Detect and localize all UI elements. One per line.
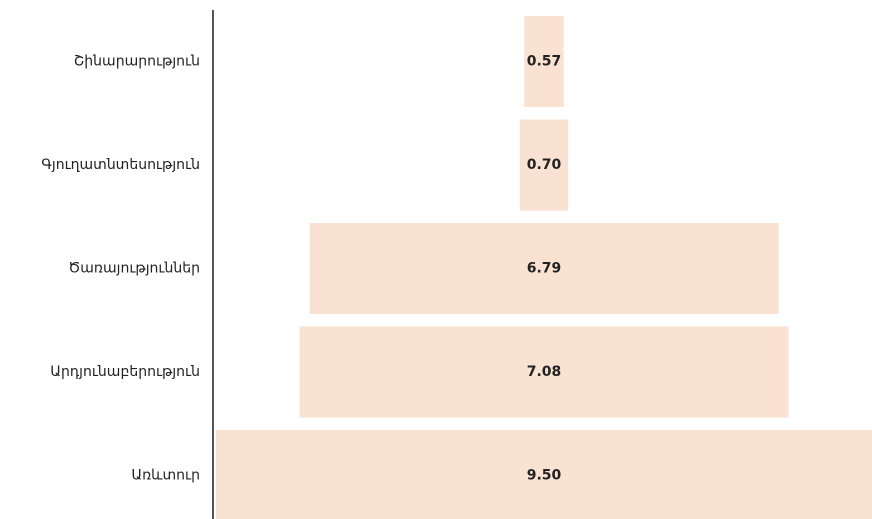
funnel-bar: [309, 223, 779, 314]
category-label: Ծառայություններ: [68, 261, 200, 277]
category-label: Գյուղատնտեսություն: [41, 157, 200, 173]
bar-value-label: 9.50: [527, 468, 562, 484]
funnel-bar: [519, 119, 569, 211]
funnel-bar: [216, 430, 872, 519]
funnel-bar: [299, 326, 789, 418]
bars-group: [216, 16, 872, 519]
category-label: Շինարարություն: [74, 54, 200, 70]
funnel-bar: [524, 16, 564, 107]
value-labels-group: 0.57 0.70 6.79 7.08 9.50: [527, 54, 562, 484]
category-label: Արդյունաբերություն: [50, 364, 200, 380]
bar-value-label: 7.08: [527, 364, 562, 380]
bar-value-label: 0.70: [527, 157, 562, 173]
bar-value-label: 6.79: [527, 261, 562, 277]
category-labels-group: Շինարարություն Գյուղատնտեսություն Ծառայութ…: [41, 54, 200, 484]
bar-value-label: 0.57: [527, 54, 562, 70]
category-label: Առևտուր: [131, 468, 200, 484]
